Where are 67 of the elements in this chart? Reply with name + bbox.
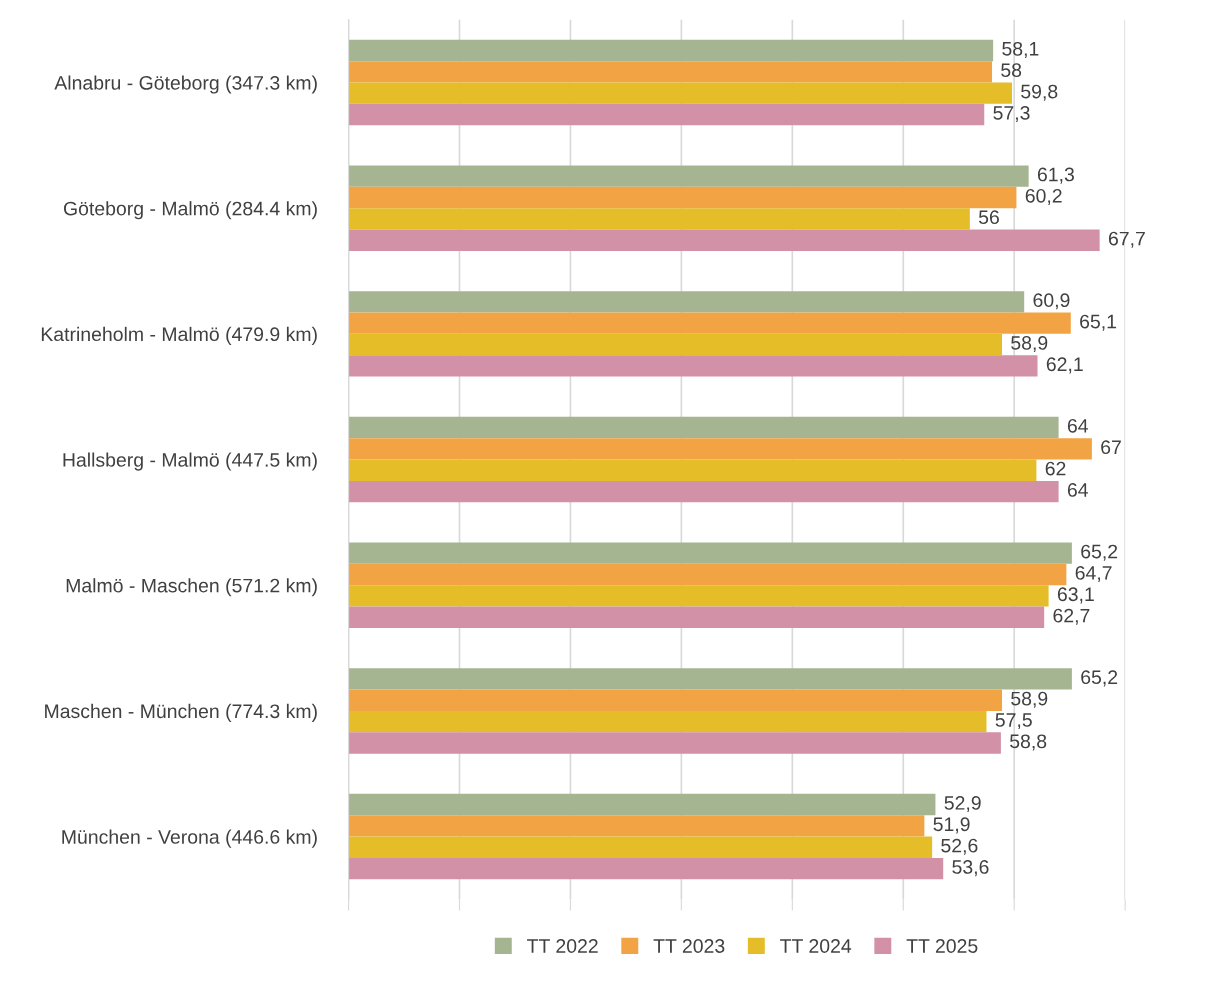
bar xyxy=(348,355,1038,377)
data-label: 64,7 xyxy=(1075,566,1112,583)
bar xyxy=(348,668,1072,690)
data-label: 56 xyxy=(978,210,999,225)
bar xyxy=(348,291,1025,313)
bar xyxy=(348,857,944,880)
bar xyxy=(348,39,994,62)
y-tick-label: Alnabru - Göteborg (347.3 km) xyxy=(54,75,317,94)
bar xyxy=(348,585,1049,607)
bar xyxy=(348,710,987,733)
data-label: 61,3 xyxy=(1037,167,1074,184)
data-label: 65,1 xyxy=(1080,314,1117,331)
data-label: 59,8 xyxy=(1021,84,1058,101)
bar xyxy=(348,229,1100,251)
data-label: 67,7 xyxy=(1108,231,1145,248)
bar xyxy=(348,459,1037,481)
y-tick-label: München - Verona (446.6 km) xyxy=(62,829,317,848)
bar xyxy=(348,793,936,816)
bar xyxy=(348,103,985,126)
bar xyxy=(348,61,993,83)
data-label: 65,2 xyxy=(1081,544,1118,561)
bar xyxy=(348,836,933,858)
data-label: 64 xyxy=(1067,483,1088,497)
data-label: 58,1 xyxy=(1002,41,1039,58)
legend-label: TT 2022 xyxy=(527,939,598,953)
data-label: 62,1 xyxy=(1046,357,1083,374)
legend-label: TT 2023 xyxy=(653,939,725,953)
data-label: 63,1 xyxy=(1057,587,1094,604)
data-label: 51,9 xyxy=(933,817,970,834)
data-label: 57,5 xyxy=(995,713,1032,730)
bar xyxy=(348,312,1071,334)
data-label: 62 xyxy=(1045,461,1066,476)
bar xyxy=(348,333,1003,356)
bar xyxy=(348,815,925,837)
bar xyxy=(348,165,1029,187)
data-label: 64 xyxy=(1067,418,1088,433)
data-label: 57,3 xyxy=(993,106,1030,123)
data-label: 58,9 xyxy=(1011,336,1048,353)
bar xyxy=(348,606,1045,628)
bar xyxy=(348,208,970,230)
data-label: 58 xyxy=(1001,63,1022,78)
y-tick-label: Katrineholm - Malmö (479.9 km) xyxy=(41,326,317,345)
y-tick-label: Göteborg - Malmö (284.4 km) xyxy=(63,201,317,220)
legend-label: TT 2024 xyxy=(780,939,852,953)
data-label: 52,9 xyxy=(944,796,981,813)
bar xyxy=(348,186,1017,209)
legend-label: TT 2025 xyxy=(906,939,978,953)
bar xyxy=(348,438,1092,460)
data-label: 58,9 xyxy=(1011,691,1048,708)
bar xyxy=(348,480,1059,503)
data-label: 65,2 xyxy=(1081,670,1118,687)
y-tick-label: Malmö - Maschen (571.2 km) xyxy=(66,578,317,597)
data-label: 60,9 xyxy=(1033,293,1070,310)
bar xyxy=(348,416,1059,439)
y-tick-label: Maschen - München (774.3 km) xyxy=(45,703,317,722)
data-label: 62,7 xyxy=(1053,608,1090,625)
data-label: 53,6 xyxy=(952,860,989,877)
data-label: 58,8 xyxy=(1010,734,1047,751)
y-tick-label: Hallsberg - Malmö (447.5 km) xyxy=(63,452,317,471)
data-label: 67 xyxy=(1101,440,1121,455)
bar xyxy=(348,732,1001,754)
data-label: 60,2 xyxy=(1025,188,1062,206)
data-label: 52,6 xyxy=(941,838,978,855)
bar xyxy=(348,82,1012,104)
bar xyxy=(348,542,1072,564)
bar xyxy=(348,563,1067,586)
bar xyxy=(348,689,1003,711)
